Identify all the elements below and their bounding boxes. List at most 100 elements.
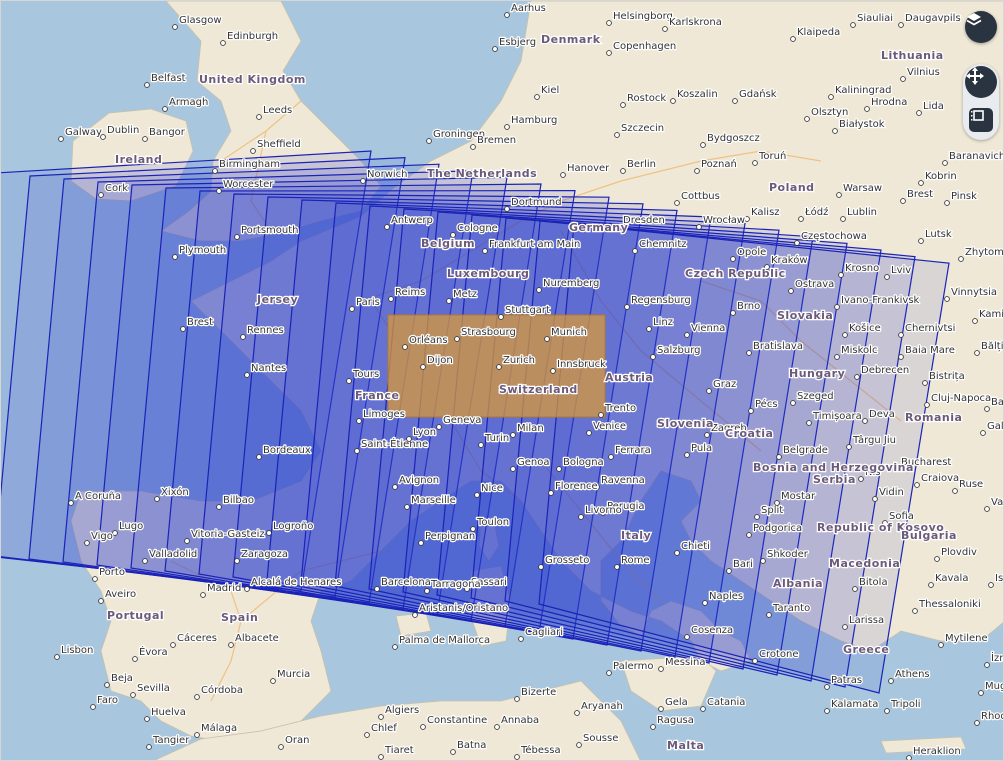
city-marker: [974, 720, 980, 726]
city-marker: [142, 136, 148, 142]
layers-button[interactable]: [965, 11, 997, 43]
city-marker: [494, 724, 500, 730]
city-label: Grosseto: [545, 555, 589, 566]
city-marker: [922, 380, 928, 386]
city-label: Aarhus: [511, 3, 546, 14]
city-label: Bălți: [981, 341, 1003, 352]
city-marker: [388, 296, 394, 302]
city-marker: [544, 336, 550, 342]
country-label: Slovenia: [657, 417, 714, 430]
city-marker: [674, 550, 680, 556]
city-label: Sassari: [471, 577, 507, 588]
city-marker: [918, 180, 924, 186]
city-marker: [492, 46, 498, 52]
city-marker: [514, 696, 520, 702]
city-marker: [378, 754, 384, 760]
city-label: Kalamata: [831, 699, 878, 710]
city-label: Salzburg: [657, 345, 700, 356]
city-marker: [404, 504, 410, 510]
city-marker: [514, 754, 520, 760]
city-marker: [706, 388, 712, 394]
footprint-17[interactable]: [504, 220, 916, 688]
city-marker: [130, 692, 136, 698]
city-label: Timișoara: [812, 411, 862, 422]
footprint-10[interactable]: [266, 199, 678, 646]
city-label: Hanover: [567, 163, 610, 174]
city-marker: [68, 500, 74, 506]
city-label: Florence: [555, 481, 598, 492]
city-marker: [862, 418, 868, 424]
country-label: Germany: [569, 221, 628, 234]
city-label: Vidin: [879, 487, 904, 498]
city-label: Thessaloniki: [918, 599, 981, 610]
city-marker: [504, 206, 510, 212]
city-marker: [600, 510, 606, 516]
city-label: Krosno: [845, 263, 879, 274]
city-label: Pula: [691, 443, 712, 454]
city-label: Wrocław: [703, 215, 745, 226]
city-label: Bangor: [149, 127, 186, 138]
city-marker: [180, 326, 186, 332]
city-label: Belgrade: [783, 445, 828, 456]
footprint-1[interactable]: [1, 150, 372, 592]
city-label: Kiel: [541, 85, 559, 96]
city-label: Batna: [457, 740, 486, 751]
city-label: Gela: [665, 697, 688, 708]
city-marker: [898, 332, 904, 338]
city-label: Catania: [707, 697, 745, 708]
city-label: Istanbul: [995, 573, 1004, 584]
city-label: Palma de Mallorca: [399, 635, 490, 646]
city-label: Zaragoza: [241, 549, 288, 560]
city-label: Frankfurt am Main: [489, 239, 580, 250]
city-marker: [518, 636, 524, 642]
draw-box-button[interactable]: [969, 108, 993, 132]
city-marker: [384, 224, 390, 230]
city-label: Dresden: [623, 215, 665, 226]
city-marker: [228, 642, 234, 648]
city-label: Avignon: [399, 475, 439, 486]
city-label: Łódź: [804, 206, 828, 218]
city-label: Cluj-Napoca: [931, 393, 991, 404]
city-marker: [170, 642, 176, 648]
city-label: Esbjerg: [499, 37, 536, 48]
city-marker: [900, 76, 906, 82]
city-marker: [420, 724, 426, 730]
city-label: Zhytomyr: [965, 247, 1004, 258]
city-label: Košice: [849, 322, 881, 334]
country-label: Slovakia: [777, 309, 833, 322]
city-marker: [606, 50, 612, 56]
city-label: Geneva: [443, 415, 481, 426]
city-label: Nantes: [251, 363, 286, 374]
city-label: Daugavpils: [905, 13, 961, 24]
city-label: Xixón: [161, 486, 189, 498]
city-label: Helsingborg: [613, 11, 673, 22]
city-marker: [470, 526, 476, 532]
city-label: Częstochowa: [801, 231, 867, 242]
city-label: Szeged: [797, 391, 834, 402]
city-label: Copenhagen: [613, 41, 676, 52]
pan-button[interactable]: [965, 66, 997, 98]
city-marker: [832, 128, 838, 134]
country-label: Bosnia and Herzegovina: [753, 461, 914, 474]
footprint-18[interactable]: [538, 223, 950, 694]
city-marker: [98, 192, 104, 198]
country-label: Hungary: [789, 367, 845, 380]
country-label: Macedonia: [829, 557, 900, 570]
city-label: Bitola: [859, 577, 888, 588]
country-label: Denmark: [541, 33, 601, 46]
city-marker: [536, 287, 542, 293]
city-marker: [898, 22, 904, 28]
city-marker: [836, 192, 842, 198]
city-marker: [250, 148, 256, 154]
city-marker: [240, 334, 246, 340]
city-marker: [406, 436, 412, 442]
city-label: Olsztyn: [811, 107, 848, 118]
city-marker: [704, 432, 710, 438]
city-label: Chernivtsi: [905, 323, 955, 334]
city-label: Podgorica: [753, 523, 802, 534]
city-label: Bizerte: [521, 687, 556, 698]
city-label: Kamianets: [979, 309, 1004, 320]
city-label: Sheffield: [257, 139, 301, 150]
